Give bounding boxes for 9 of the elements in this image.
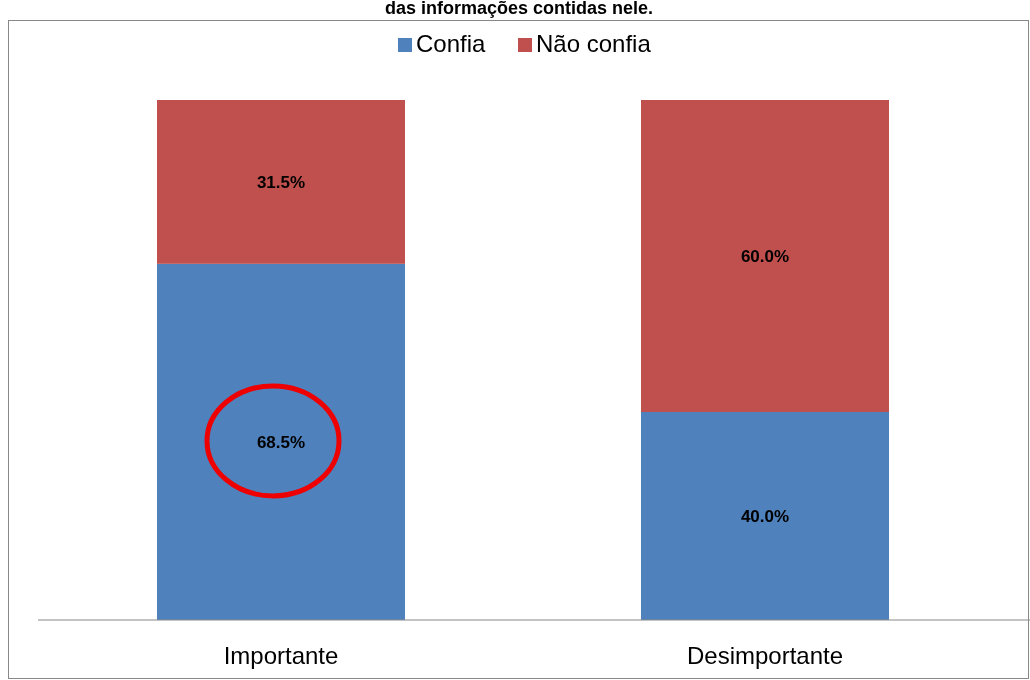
legend-label: Confia [416, 30, 487, 57]
chart-title: das informações contidas nele. [384, 0, 654, 18]
legend-label: Não confia [536, 30, 652, 57]
data-label: 31.5% [256, 172, 306, 192]
data-label: 68.5% [256, 432, 306, 452]
x-tick-label: Importante [223, 642, 339, 669]
data-label: 60.0% [740, 247, 790, 266]
data-label: 40.0% [740, 507, 790, 526]
x-tick-label: Desimportante [686, 642, 844, 669]
